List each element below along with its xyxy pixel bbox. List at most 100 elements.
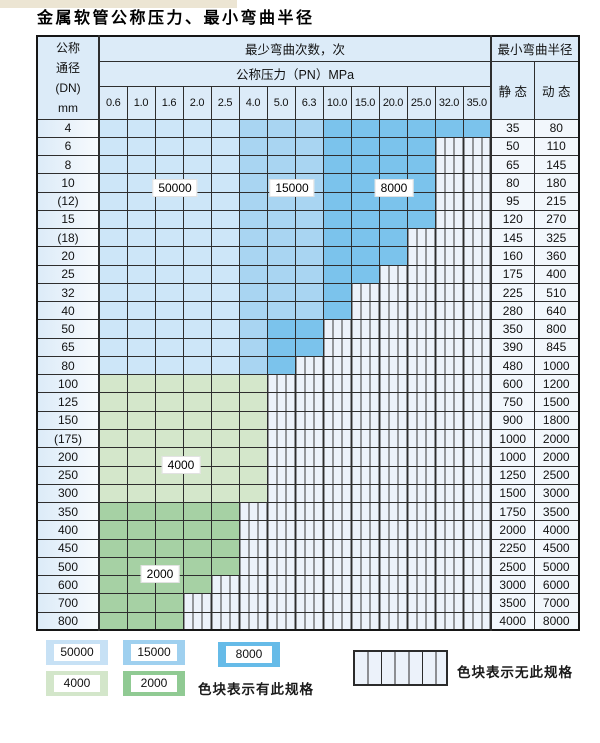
spec-cell-unavailable <box>434 191 464 211</box>
table-row: (175) 1000 2000 <box>36 429 580 449</box>
spec-cell-available <box>154 611 184 631</box>
spec-cell-unavailable <box>350 429 380 449</box>
dn-cell: 300 <box>36 483 100 504</box>
dynamic-radius-cell: 6000 <box>533 575 580 595</box>
spec-cell-available <box>126 538 156 558</box>
spec-cell-available <box>322 155 352 175</box>
spec-cell-unavailable <box>434 264 464 284</box>
dn-cell: 250 <box>36 465 100 485</box>
spec-cell-available <box>462 118 492 138</box>
static-radius-cell: 2000 <box>490 520 535 540</box>
table-row: 350 1750 3500 <box>36 502 580 522</box>
spec-cell-unavailable <box>406 538 436 558</box>
spec-cell-available <box>378 118 408 138</box>
spec-cell-unavailable <box>350 556 380 577</box>
spec-cell-unavailable <box>238 520 268 540</box>
dn-cell: 150 <box>36 410 100 431</box>
spec-cell-available <box>182 228 212 248</box>
spec-cell-unavailable <box>434 429 464 449</box>
spec-cell-available <box>210 465 240 485</box>
pressure-value-header: 35.0 <box>462 85 492 120</box>
spec-cell-available <box>238 191 268 211</box>
spec-cell-unavailable <box>266 538 296 558</box>
spec-cell-unavailable <box>378 282 408 303</box>
spec-cell-unavailable <box>462 136 492 157</box>
dn-cell: 15 <box>36 209 100 230</box>
spec-cell-available <box>238 355 268 376</box>
dn-cell: 80 <box>36 355 100 376</box>
spec-cell-unavailable <box>294 502 324 522</box>
pressure-value-header: 0.6 <box>98 85 128 120</box>
dynamic-header: 动 态 <box>533 60 580 120</box>
dynamic-radius-cell: 1000 <box>533 355 580 376</box>
spec-cell-available <box>98 173 128 193</box>
spec-cell-available <box>126 392 156 412</box>
spec-cell-unavailable <box>434 575 464 595</box>
spec-cell-available <box>98 538 128 558</box>
spec-cell-available <box>210 374 240 394</box>
pressure-value-header: 5.0 <box>266 85 296 120</box>
spec-cell-available <box>126 337 156 357</box>
dn-cell: (175) <box>36 429 100 449</box>
spec-cell-unavailable <box>462 209 492 230</box>
spec-cell-available <box>210 319 240 339</box>
table-row: 100 600 1200 <box>36 374 580 394</box>
static-radius-cell: 280 <box>490 301 535 321</box>
static-radius-cell: 600 <box>490 374 535 394</box>
dn-cell: (12) <box>36 191 100 211</box>
spec-cell-unavailable <box>378 392 408 412</box>
spec-cell-available <box>294 264 324 284</box>
spec-cell-unavailable <box>378 301 408 321</box>
spec-cell-unavailable <box>462 611 492 631</box>
spec-cell-available <box>126 264 156 284</box>
spec-cell-unavailable <box>266 447 296 467</box>
spec-cell-available <box>434 118 464 138</box>
table-row: 4 35 80 <box>36 118 580 138</box>
spec-cell-unavailable <box>434 447 464 467</box>
spec-cell-available <box>182 410 212 431</box>
spec-cell-available <box>406 155 436 175</box>
spec-cell-available <box>98 246 128 266</box>
spec-cell-available <box>238 410 268 431</box>
legend-swatch-label: 15000 <box>131 644 177 661</box>
spec-cell-available <box>98 502 128 522</box>
spec-cell-unavailable <box>266 556 296 577</box>
spec-cell-unavailable <box>294 575 324 595</box>
spec-cell-unavailable <box>322 429 352 449</box>
spec-cell-available <box>126 520 156 540</box>
spec-cell-unavailable <box>434 355 464 376</box>
static-radius-cell: 175 <box>490 264 535 284</box>
spec-cell-available <box>210 538 240 558</box>
spec-cell-available <box>182 301 212 321</box>
spec-cell-available <box>238 465 268 485</box>
spec-cell-unavailable <box>322 392 352 412</box>
spec-cell-available <box>126 593 156 613</box>
spec-cell-unavailable <box>266 483 296 504</box>
spec-cell-unavailable <box>322 410 352 431</box>
spec-cell-unavailable <box>238 538 268 558</box>
spec-cell-unavailable <box>462 392 492 412</box>
spec-cell-available <box>98 392 128 412</box>
table-row: 65 390 845 <box>36 337 580 357</box>
spec-cell-available <box>266 319 296 339</box>
spec-cell-available <box>182 538 212 558</box>
spec-cell-available <box>210 410 240 431</box>
spec-cell-unavailable <box>378 447 408 467</box>
pressure-value-header: 2.5 <box>210 85 240 120</box>
spec-cell-available <box>126 502 156 522</box>
spec-cell-unavailable <box>294 374 324 394</box>
spec-cell-available <box>182 502 212 522</box>
table-row: 6 50 110 <box>36 136 580 157</box>
spec-cell-unavailable <box>434 155 464 175</box>
dn-cell: 500 <box>36 556 100 577</box>
dn-cell: (18) <box>36 228 100 248</box>
spec-cell-unavailable <box>406 355 436 376</box>
spec-cell-available <box>350 264 380 284</box>
legend-swatch-2000: 2000 <box>123 671 185 696</box>
page-title: 金属软管公称压力、最小弯曲半径 <box>37 8 315 27</box>
spec-cell-unavailable <box>266 502 296 522</box>
spec-cell-available <box>350 209 380 230</box>
spec-cell-unavailable <box>434 173 464 193</box>
dn-cell: 800 <box>36 611 100 631</box>
spec-cell-unavailable <box>406 520 436 540</box>
